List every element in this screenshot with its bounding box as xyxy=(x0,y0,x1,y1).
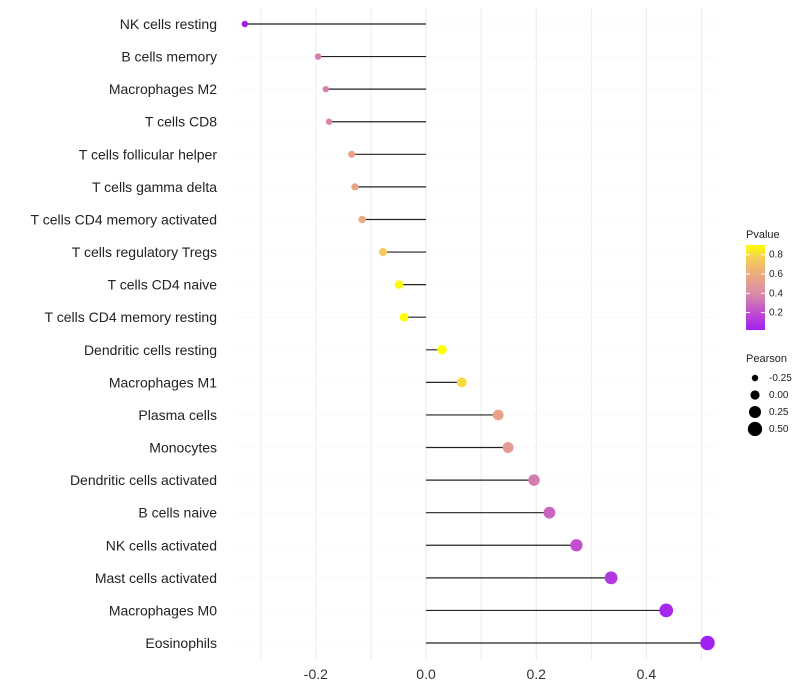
size-legend-point xyxy=(751,374,759,382)
lollipop-point xyxy=(604,571,618,585)
x-tick-label: 0.4 xyxy=(637,666,657,682)
y-tick-label: B cells memory xyxy=(121,49,217,65)
size-legend-point xyxy=(748,405,762,419)
size-legend-point xyxy=(750,390,760,400)
lollipop-point xyxy=(241,20,249,28)
lollipop-point xyxy=(351,183,359,191)
lollipop-point xyxy=(399,312,409,322)
y-tick-label: Dendritic cells resting xyxy=(84,342,217,358)
lollipop-point xyxy=(325,118,333,125)
y-tick-label: NK cells activated xyxy=(106,537,217,553)
y-tick-label: Macrophages M0 xyxy=(109,602,217,618)
lollipop-point xyxy=(379,248,388,257)
lollipop-point xyxy=(492,409,504,421)
y-tick-label: T cells CD4 memory activated xyxy=(31,211,217,227)
color-legend-label: 0.6 xyxy=(769,269,783,280)
lollipop-point xyxy=(437,345,447,355)
lollipop-point xyxy=(348,150,356,158)
size-legend-label: 0.50 xyxy=(769,424,789,435)
size-legend-label: 0.25 xyxy=(769,407,789,418)
size-legend-point xyxy=(747,421,763,437)
y-tick-label: Dendritic cells activated xyxy=(70,472,217,488)
y-tick-label: B cells naive xyxy=(138,505,217,521)
y-tick-label: T cells CD4 memory resting xyxy=(45,309,217,325)
y-tick-label: NK cells resting xyxy=(120,16,217,32)
lollipop-point xyxy=(570,539,583,552)
lollipop-point xyxy=(456,377,467,388)
color-legend-label: 0.8 xyxy=(769,250,783,261)
lollipop-point xyxy=(659,603,674,618)
y-tick-label: T cells regulatory Tregs xyxy=(72,244,217,260)
y-tick-label: Plasma cells xyxy=(138,407,217,423)
lollipop-point xyxy=(528,474,540,486)
lollipop-point xyxy=(322,85,330,93)
lollipop-point xyxy=(700,635,715,651)
color-legend-label: 0.2 xyxy=(769,308,783,319)
y-tick-label: Eosinophils xyxy=(145,635,217,651)
lollipop-point xyxy=(502,442,514,454)
size-legend-label: 0.00 xyxy=(769,390,789,401)
lollipop-point xyxy=(543,506,556,519)
y-tick-label: T cells gamma delta xyxy=(92,179,217,195)
y-tick-label: T cells follicular helper xyxy=(79,146,218,162)
y-tick-label: T cells CD8 xyxy=(145,114,217,130)
y-tick-label: Monocytes xyxy=(149,440,217,456)
color-legend-label: 0.4 xyxy=(769,288,783,299)
size-legend-label: -0.25 xyxy=(769,373,792,384)
lollipop-point xyxy=(358,215,366,224)
y-tick-label: Macrophages M1 xyxy=(109,374,217,390)
lollipop-point xyxy=(314,53,322,60)
lollipop-point xyxy=(394,280,404,289)
x-tick-label: 0.0 xyxy=(416,666,436,682)
size-legend-title: Pearson xyxy=(746,353,787,365)
y-tick-label: Mast cells activated xyxy=(95,570,217,586)
x-tick-label: -0.2 xyxy=(304,666,328,682)
color-legend-title: Pvalue xyxy=(746,229,780,241)
y-tick-label: Macrophages M2 xyxy=(109,81,217,97)
color-legend-bar xyxy=(746,245,765,330)
y-tick-label: T cells CD4 naive xyxy=(108,277,218,293)
x-tick-label: 0.2 xyxy=(526,666,546,682)
